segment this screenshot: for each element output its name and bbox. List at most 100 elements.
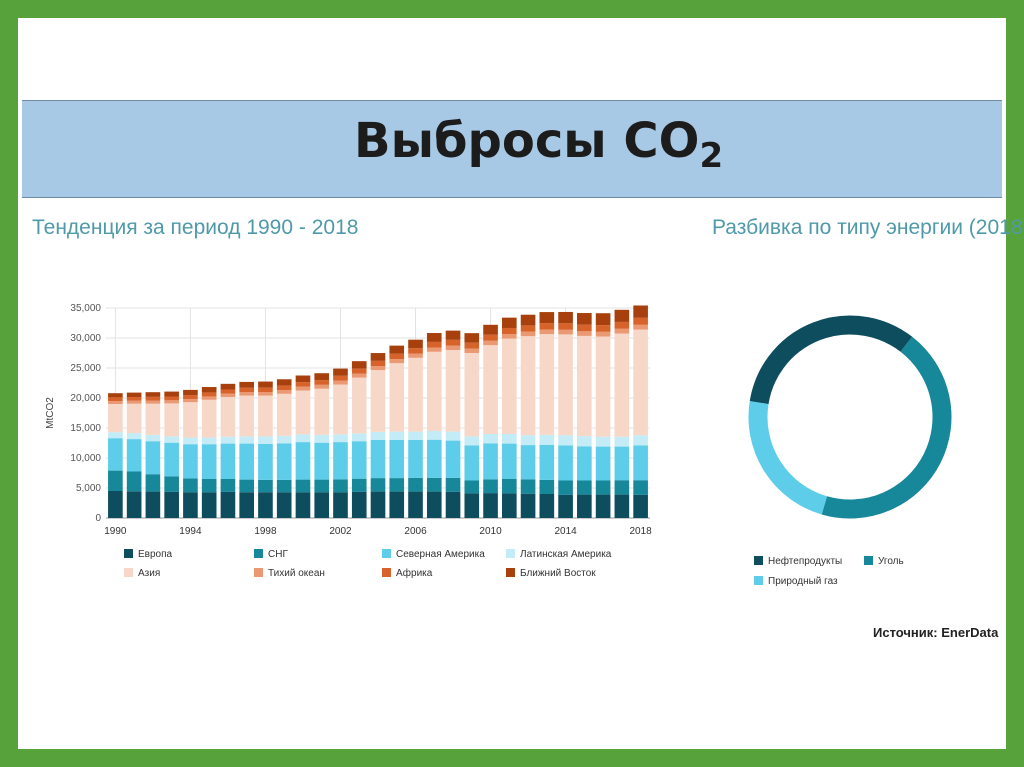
bar-segment-2016-1 <box>595 480 611 495</box>
bar-segment-1990-4 <box>108 404 123 433</box>
bar-segment-2017-2 <box>614 446 630 481</box>
bar-segment-2016-6 <box>595 325 611 332</box>
stacked-bar-chart: 0 5,000 10,000 15,000 20,000 25,000 30,000 35,0… <box>45 303 652 579</box>
bar-segment-2017-5 <box>614 328 630 334</box>
legend-label: Азия <box>138 568 160 579</box>
bar-segment-2011-6 <box>501 327 517 335</box>
bar-segment-2004-1 <box>370 478 386 492</box>
bar-segment-2005-0 <box>389 491 405 518</box>
legend-label: Ближний Восток <box>520 568 596 579</box>
bar-segment-2016-5 <box>595 331 611 337</box>
bar-segment-2002-7 <box>333 368 348 376</box>
bar-segment-2006-4 <box>408 357 423 432</box>
bar-segment-1998-1 <box>258 479 273 493</box>
bar-segment-2017-7 <box>614 309 630 322</box>
x-tick-label: 2002 <box>329 526 352 537</box>
x-tick-label: 2006 <box>404 526 427 537</box>
bar-segment-2012-6 <box>520 325 536 332</box>
bar-segment-2009-3 <box>464 436 480 446</box>
bar-segment-2016-4 <box>595 336 611 437</box>
bar-segment-2003-4 <box>351 377 367 434</box>
bar-segment-2010-2 <box>483 443 498 480</box>
bar-segment-2010-4 <box>483 345 498 434</box>
bar-segment-1991-3 <box>126 433 142 440</box>
bar-segment-2018-4 <box>633 329 648 436</box>
bar-segment-2007-1 <box>426 477 442 492</box>
bar-segment-1995-0 <box>201 492 217 518</box>
legend-swatch <box>254 549 263 558</box>
bar-segment-1996-7 <box>220 383 236 390</box>
bar-segment-2010-5 <box>483 340 498 346</box>
bar-segment-2013-2 <box>539 444 555 480</box>
donut-slice-0 <box>749 315 913 405</box>
bar-segment-2018-3 <box>633 435 648 446</box>
donut-legend-swatch <box>864 556 873 565</box>
bar-segment-2003-5 <box>351 373 367 378</box>
bar-segment-1997-1 <box>239 479 255 493</box>
bar-segment-2008-3 <box>445 431 461 441</box>
bar-segment-2006-5 <box>408 353 423 358</box>
bar-segment-2013-6 <box>539 323 555 330</box>
bar-segment-1999-4 <box>276 393 292 436</box>
bar-segment-1998-6 <box>258 387 273 392</box>
bar-segment-2015-5 <box>577 331 592 336</box>
bar-segment-2008-5 <box>445 345 461 350</box>
bar-segment-2018-0 <box>633 494 648 518</box>
bar-segment-1990-2 <box>108 438 123 471</box>
bar-segment-2005-4 <box>389 363 405 432</box>
bar-segment-2011-1 <box>501 479 517 494</box>
bar-segment-2003-0 <box>351 491 367 518</box>
bar-segment-2014-2 <box>558 445 573 481</box>
bar-segment-1995-6 <box>201 392 217 397</box>
bar-segment-2010-1 <box>483 479 498 494</box>
bar-segment-2001-3 <box>314 434 330 443</box>
bar-segment-1999-1 <box>276 479 292 493</box>
x-tick-label: 1990 <box>104 526 127 537</box>
bar-segment-1996-3 <box>220 436 236 444</box>
bar-segment-2009-6 <box>464 342 480 349</box>
slide-title: Выбросы CO2 <box>354 113 724 176</box>
bar-segment-2016-0 <box>595 494 611 518</box>
bar-segment-1999-0 <box>276 492 292 518</box>
bar-segment-2011-7 <box>501 317 517 328</box>
y-tick-label: 15,000 <box>70 423 101 434</box>
bar-segment-2012-3 <box>520 435 536 446</box>
bar-segment-1992-0 <box>145 491 161 518</box>
bar-segment-2001-5 <box>314 384 330 389</box>
x-tick-label: 1994 <box>179 526 202 537</box>
bar-segment-2010-6 <box>483 334 498 341</box>
bar-segment-2017-0 <box>614 494 630 518</box>
bar-segment-1991-0 <box>126 491 142 518</box>
bar-segment-1997-2 <box>239 443 255 480</box>
y-tick-label: 25,000 <box>70 363 101 374</box>
bar-segment-2002-5 <box>333 380 348 385</box>
bar-segment-2000-1 <box>295 479 311 493</box>
legend-label: Северная Америка <box>396 549 485 560</box>
bar-segment-2011-3 <box>501 434 517 444</box>
legend-swatch <box>124 549 133 558</box>
bar-segment-1993-2 <box>164 442 179 477</box>
bar-segment-2008-2 <box>445 440 461 478</box>
bar-segment-1996-6 <box>220 389 236 394</box>
bar-segment-1991-2 <box>126 439 142 472</box>
bar-segment-1996-4 <box>220 397 236 437</box>
bar-segment-1992-7 <box>145 392 161 397</box>
bar-segment-1994-1 <box>183 478 198 493</box>
bar-segment-1997-0 <box>239 492 255 518</box>
bar-segment-2004-5 <box>370 366 386 371</box>
legend-label: Латинская Америка <box>520 549 612 560</box>
bar-segment-1994-7 <box>183 389 198 396</box>
bar-segment-2015-0 <box>577 494 592 518</box>
bar-segment-1999-2 <box>276 443 292 480</box>
bar-segment-1999-5 <box>276 390 292 394</box>
bar-segment-2012-7 <box>520 314 536 326</box>
bar-segment-2008-6 <box>445 339 461 346</box>
bar-segment-2015-3 <box>577 436 592 447</box>
bar-segment-2005-6 <box>389 353 405 360</box>
bar-segment-1994-4 <box>183 402 198 438</box>
bar-segment-1993-0 <box>164 491 179 518</box>
bar-segment-2007-4 <box>426 351 442 431</box>
legend-label: СНГ <box>268 549 288 560</box>
bar-segment-2010-7 <box>483 324 498 335</box>
bar-segment-2012-1 <box>520 479 536 494</box>
